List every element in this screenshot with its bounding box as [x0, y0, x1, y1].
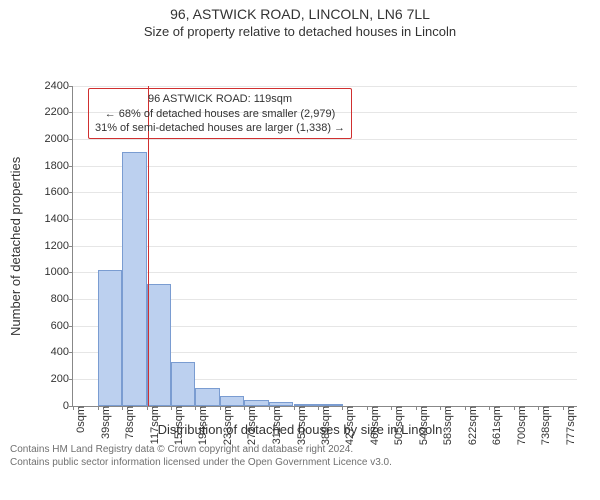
histogram-bar [195, 388, 220, 405]
annotation-line: 96 ASTWICK ROAD: 119sqm [95, 92, 345, 106]
y-tick-mark [69, 192, 73, 193]
y-tick-mark [69, 326, 73, 327]
histogram-bar [122, 152, 147, 405]
histogram-bar [147, 284, 172, 405]
y-tick-mark [69, 112, 73, 113]
histogram-bar [98, 270, 123, 406]
y-tick-mark [69, 299, 73, 300]
histogram-bar [220, 396, 245, 405]
histogram-bar [318, 404, 343, 406]
annotation-box: 96 ASTWICK ROAD: 119sqm← 68% of detached… [88, 88, 352, 139]
histogram-bar [269, 402, 294, 406]
annotation-line: 31% of semi-detached houses are larger (… [95, 121, 345, 135]
footer-line-1: Contains HM Land Registry data © Crown c… [10, 443, 590, 456]
y-tick-mark [69, 352, 73, 353]
histogram-bar [244, 400, 269, 406]
histogram-bar [294, 404, 319, 406]
y-tick-mark [69, 272, 73, 273]
chart-titles: 96, ASTWICK ROAD, LINCOLN, LN6 7LL Size … [0, 0, 600, 40]
y-tick-mark [69, 379, 73, 380]
title-address: 96, ASTWICK ROAD, LINCOLN, LN6 7LL [0, 6, 600, 24]
footer-line-2: Contains public sector information licen… [10, 456, 590, 469]
footer-attribution: Contains HM Land Registry data © Crown c… [0, 437, 600, 469]
annotation-line: ← 68% of detached houses are smaller (2,… [95, 107, 345, 121]
title-subtitle: Size of property relative to detached ho… [0, 24, 600, 40]
y-tick-mark [69, 219, 73, 220]
y-tick-mark [69, 166, 73, 167]
y-tick-mark [69, 86, 73, 87]
plot-area: 0200400600800100012001400160018002000220… [72, 86, 577, 407]
y-tick-mark [69, 246, 73, 247]
x-axis-label: Distribution of detached houses by size … [0, 422, 600, 437]
y-axis-label: Number of detached properties [8, 157, 23, 336]
histogram-bar [171, 362, 196, 406]
y-tick-mark [69, 139, 73, 140]
